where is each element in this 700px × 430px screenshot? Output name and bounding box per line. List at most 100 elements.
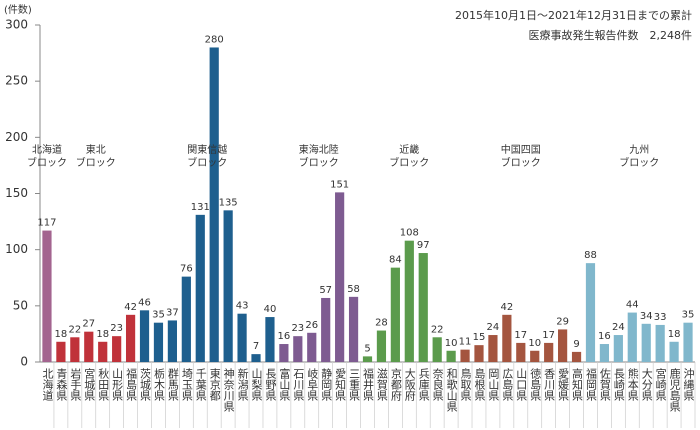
x-tick-label: 新潟県 (236, 367, 249, 402)
bar (544, 342, 554, 362)
bar (42, 230, 52, 362)
x-tick-label: 石川県 (292, 368, 305, 402)
bar (641, 323, 651, 362)
bar (376, 330, 387, 362)
x-tick-label: 徳島県 (529, 368, 542, 402)
y-tick-label: 0 (20, 355, 28, 369)
x-tick-label: 山口県 (515, 368, 528, 402)
bar (558, 329, 568, 362)
data-label: 34 (640, 311, 653, 322)
legend-group-label: 北海道ブロック (27, 143, 67, 169)
data-label: 108 (400, 228, 419, 239)
data-label: 24 (612, 322, 625, 333)
x-tick-label: 北海道 (41, 368, 54, 401)
data-label: 58 (347, 284, 360, 295)
x-tick-label: 島根県 (473, 367, 486, 402)
bar (237, 313, 247, 362)
data-label: 97 (417, 240, 430, 251)
legend-group-label: 中国四国ブロック (501, 143, 541, 169)
x-tick-label: 静岡県 (320, 367, 333, 402)
data-label: 9 (573, 339, 579, 350)
x-tick-label: 京都府 (389, 367, 402, 402)
x-tick-label: 和歌山県 (445, 368, 458, 413)
x-tick-label: 三重県 (348, 368, 361, 402)
bar (599, 344, 610, 362)
bar (446, 350, 456, 362)
data-label: 5 (364, 343, 370, 354)
data-label: 16 (598, 331, 611, 342)
x-tick-label: 群馬県 (166, 367, 179, 402)
bar (530, 350, 540, 362)
data-label: 17 (542, 330, 555, 341)
y-tick-label: 50 (13, 298, 28, 312)
x-tick-label: 福岡県 (584, 367, 597, 402)
bar (571, 351, 582, 362)
y-tick-label: 150 (5, 186, 28, 200)
bar (293, 336, 303, 362)
bar (153, 322, 164, 362)
x-tick-label: 滋賀県 (375, 368, 388, 402)
data-label: 28 (375, 318, 388, 329)
bar (70, 337, 80, 362)
x-tick-label: 鳥取県 (459, 367, 472, 402)
data-label: 18 (96, 329, 109, 340)
bar (223, 210, 233, 362)
bar (307, 332, 317, 362)
bar (613, 335, 623, 362)
data-label: 27 (82, 319, 95, 330)
bar (627, 312, 637, 362)
data-label: 35 (152, 310, 165, 321)
bar (125, 314, 136, 362)
bar (362, 356, 373, 362)
bar (209, 47, 219, 362)
y-tick-label: 300 (5, 18, 28, 32)
data-label: 18 (55, 329, 68, 340)
x-tick-label: 山形県 (111, 368, 124, 402)
data-label: 42 (124, 302, 137, 313)
x-tick-label: 岡山県 (487, 368, 500, 402)
bar (683, 322, 693, 362)
bar (84, 331, 94, 362)
data-label: 11 (459, 337, 472, 348)
x-tick-label: 愛媛県 (557, 368, 570, 402)
x-tick-label: 福島県 (125, 367, 138, 402)
y-tick-label: 250 (5, 74, 28, 88)
data-label: 29 (556, 316, 569, 327)
data-label: 40 (264, 304, 277, 315)
x-tick-label: 愛知県 (334, 368, 347, 402)
x-tick-label: 沖縄県 (682, 368, 695, 402)
x-tick-label: 東京都 (208, 368, 221, 401)
bar (251, 354, 261, 362)
bar (195, 214, 205, 362)
x-tick-label: 埼玉県 (180, 367, 193, 402)
bar (432, 337, 442, 362)
data-label: 42 (500, 302, 513, 313)
data-label: 22 (431, 324, 444, 335)
y-tick-label: 200 (5, 130, 28, 144)
x-tick-label: 長崎県 (612, 368, 625, 402)
x-tick-label: 茨城県 (139, 367, 152, 402)
bar (516, 342, 526, 362)
x-tick-label: 熊本県 (626, 367, 639, 402)
data-label: 131 (191, 202, 210, 213)
x-tick-label: 岩手県 (69, 367, 82, 402)
data-label: 18 (668, 329, 681, 340)
data-label: 23 (291, 323, 304, 334)
x-tick-label: 千葉県 (194, 368, 207, 402)
bar (56, 341, 66, 362)
data-label: 117 (37, 218, 56, 229)
legend-group-label: 東海北陸ブロック (299, 143, 339, 169)
x-tick-label: 岐阜県 (306, 368, 319, 402)
x-tick-label: 富山県 (278, 367, 291, 402)
y-tick-label: 100 (5, 242, 28, 256)
bar (139, 310, 150, 362)
x-tick-label: 秋田県 (97, 367, 110, 402)
data-label: 76 (180, 264, 193, 275)
bar (404, 240, 414, 362)
bar (502, 314, 512, 362)
x-tick-label: 高知県 (571, 367, 584, 402)
data-label: 15 (473, 332, 486, 343)
bar (167, 320, 177, 362)
bar (321, 297, 331, 362)
